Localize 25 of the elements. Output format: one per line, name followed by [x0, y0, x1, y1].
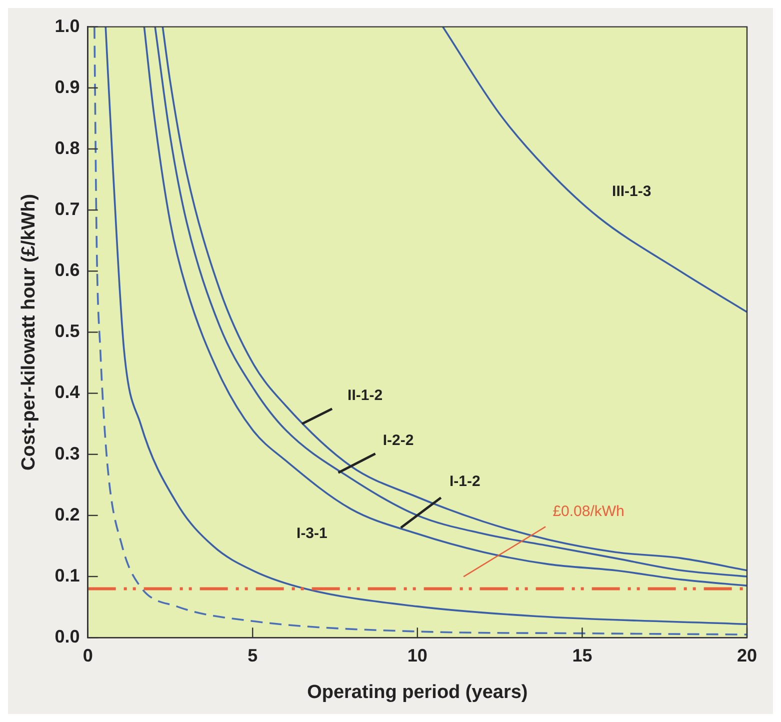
y-tick-label: 0.1 — [54, 565, 80, 586]
y-tick-label: 0.0 — [54, 626, 80, 647]
annotation: I-1-2 — [450, 472, 480, 490]
y-tick-label: 0.4 — [54, 382, 80, 402]
y-tick-label: 0.2 — [54, 504, 80, 524]
x-axis-title: Operating period (years) — [307, 682, 528, 703]
y-tick-label: 0.9 — [54, 76, 80, 97]
y-tick-label: 0.7 — [54, 199, 80, 220]
y-tick-label: 1.0 — [54, 16, 80, 36]
x-tick-label: 10 — [407, 645, 428, 666]
x-tick-label: 15 — [572, 645, 592, 666]
x-tick-label: 5 — [248, 645, 258, 666]
annotation: I-3-1 — [296, 524, 328, 542]
annotation: I-2-2 — [382, 432, 414, 449]
y-axis-title: Cost-per-kilowatt hour (£/kWh) — [18, 194, 40, 470]
x-tick-label: 0 — [82, 645, 93, 666]
y-tick-label: 0.5 — [54, 321, 80, 342]
line-series — [442, 26, 747, 313]
y-tick-label: 0.8 — [54, 138, 80, 158]
y-tick-label: 0.6 — [54, 260, 80, 280]
y-tick-label: 0.3 — [54, 443, 80, 464]
annotation: III-1-3 — [612, 182, 652, 200]
x-tick-label: 20 — [736, 645, 758, 666]
ref-line-label: £0.08/kWh — [552, 502, 624, 520]
annotation: II-1-2 — [348, 386, 383, 404]
